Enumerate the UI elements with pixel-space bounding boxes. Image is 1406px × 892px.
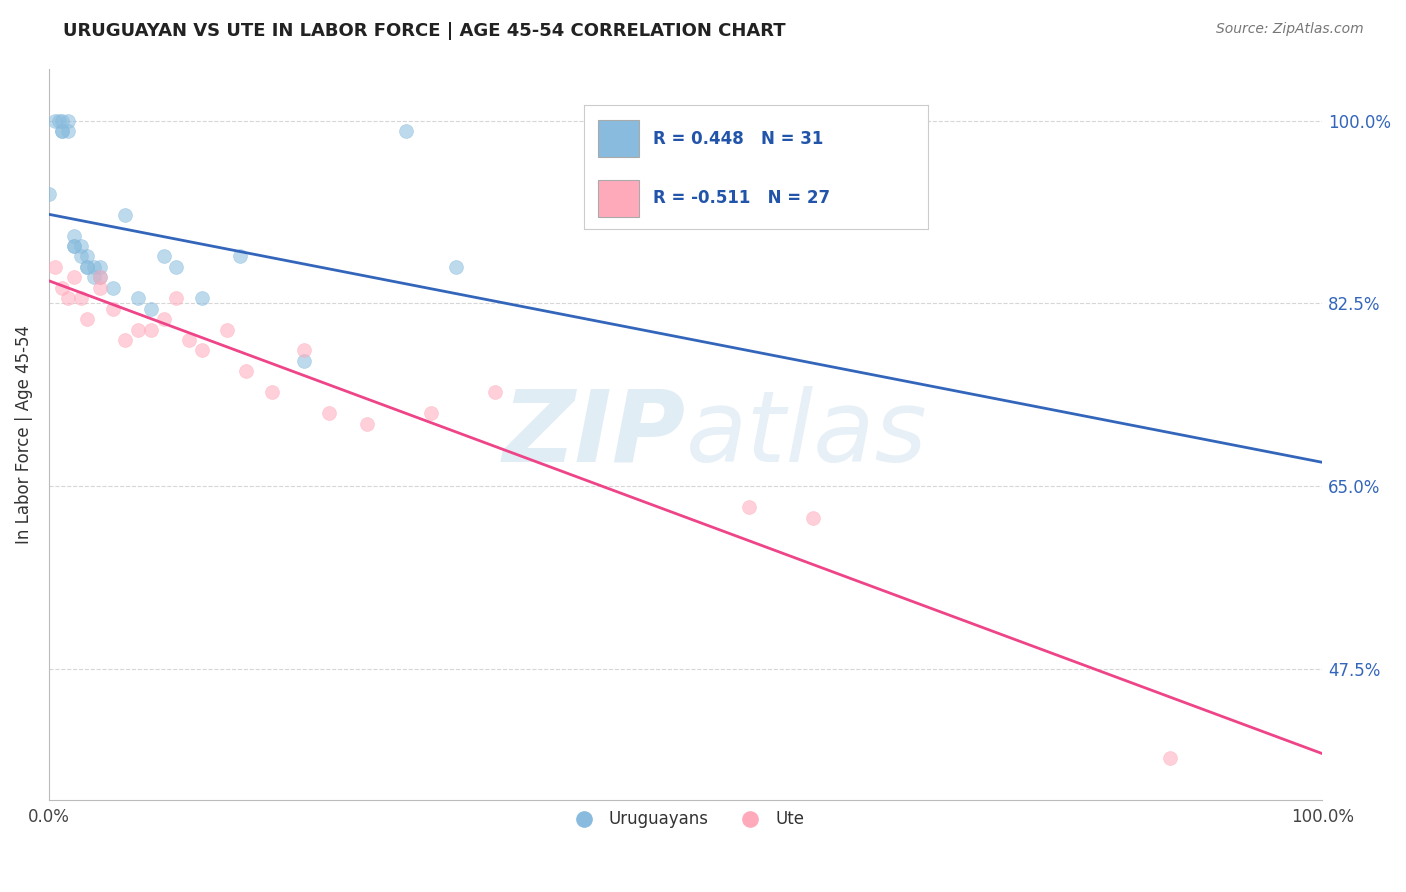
- Point: [139, 322, 162, 336]
- Point: [260, 385, 283, 400]
- Point: [127, 291, 149, 305]
- Point: [44, 260, 66, 274]
- Point: [114, 208, 136, 222]
- Point: [101, 281, 124, 295]
- Text: Source: ZipAtlas.com: Source: ZipAtlas.com: [1216, 22, 1364, 37]
- Point: [127, 322, 149, 336]
- Point: [394, 124, 416, 138]
- Point: [318, 406, 340, 420]
- Point: [114, 333, 136, 347]
- Point: [69, 239, 91, 253]
- Legend: Uruguayans, Ute: Uruguayans, Ute: [561, 804, 811, 835]
- Point: [217, 322, 239, 336]
- Point: [63, 239, 86, 253]
- Point: [152, 312, 174, 326]
- Point: [229, 250, 252, 264]
- Point: [51, 124, 73, 138]
- Point: [51, 281, 73, 295]
- Point: [56, 291, 79, 305]
- Point: [89, 270, 111, 285]
- Point: [165, 291, 187, 305]
- Text: ZIP: ZIP: [503, 385, 686, 483]
- Point: [38, 186, 60, 201]
- Point: [235, 364, 257, 378]
- Point: [191, 291, 214, 305]
- Point: [51, 113, 73, 128]
- Point: [177, 333, 200, 347]
- Point: [76, 260, 98, 274]
- Point: [76, 250, 98, 264]
- Point: [44, 113, 66, 128]
- Point: [63, 270, 86, 285]
- Y-axis label: In Labor Force | Age 45-54: In Labor Force | Age 45-54: [15, 325, 32, 543]
- Text: atlas: atlas: [686, 385, 928, 483]
- Point: [89, 260, 111, 274]
- Point: [63, 228, 86, 243]
- Point: [420, 406, 443, 420]
- Point: [83, 260, 105, 274]
- Point: [484, 385, 506, 400]
- Point: [356, 417, 378, 431]
- Point: [1159, 750, 1181, 764]
- Point: [801, 510, 824, 524]
- Point: [69, 250, 91, 264]
- Point: [56, 124, 79, 138]
- Point: [139, 301, 162, 316]
- Point: [152, 250, 174, 264]
- Point: [76, 260, 98, 274]
- Text: URUGUAYAN VS UTE IN LABOR FORCE | AGE 45-54 CORRELATION CHART: URUGUAYAN VS UTE IN LABOR FORCE | AGE 45…: [63, 22, 786, 40]
- Point: [89, 270, 111, 285]
- Point: [446, 260, 468, 274]
- Point: [63, 239, 86, 253]
- Point: [165, 260, 187, 274]
- Point: [56, 113, 79, 128]
- Point: [83, 270, 105, 285]
- Point: [69, 291, 91, 305]
- Point: [48, 113, 70, 128]
- Point: [738, 500, 761, 515]
- Point: [76, 312, 98, 326]
- Point: [51, 124, 73, 138]
- Point: [191, 343, 214, 358]
- Point: [89, 281, 111, 295]
- Point: [292, 354, 315, 368]
- Point: [101, 301, 124, 316]
- Point: [292, 343, 315, 358]
